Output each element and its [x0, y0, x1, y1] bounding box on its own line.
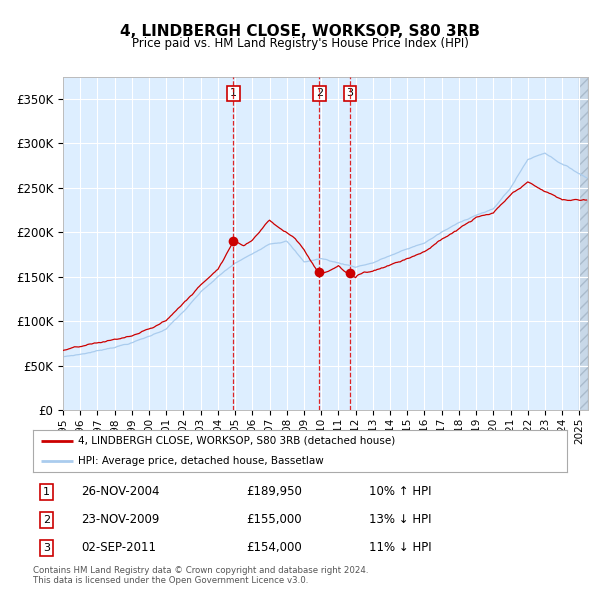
Text: 13% ↓ HPI: 13% ↓ HPI [370, 513, 432, 526]
Text: 3: 3 [43, 543, 50, 553]
Text: 26-NOV-2004: 26-NOV-2004 [81, 486, 160, 499]
Text: 23-NOV-2009: 23-NOV-2009 [81, 513, 160, 526]
Text: Price paid vs. HM Land Registry's House Price Index (HPI): Price paid vs. HM Land Registry's House … [131, 37, 469, 50]
Text: 2: 2 [43, 515, 50, 525]
Text: 2: 2 [316, 88, 323, 99]
Text: 1: 1 [43, 487, 50, 497]
Text: Contains HM Land Registry data © Crown copyright and database right 2024.
This d: Contains HM Land Registry data © Crown c… [33, 566, 368, 585]
Text: 3: 3 [346, 88, 353, 99]
Text: 10% ↑ HPI: 10% ↑ HPI [370, 486, 432, 499]
Text: 4, LINDBERGH CLOSE, WORKSOP, S80 3RB (detached house): 4, LINDBERGH CLOSE, WORKSOP, S80 3RB (de… [79, 436, 395, 446]
Text: £154,000: £154,000 [247, 541, 302, 554]
Text: 11% ↓ HPI: 11% ↓ HPI [370, 541, 432, 554]
Text: 4, LINDBERGH CLOSE, WORKSOP, S80 3RB: 4, LINDBERGH CLOSE, WORKSOP, S80 3RB [120, 24, 480, 38]
Text: 1: 1 [230, 88, 237, 99]
Text: £189,950: £189,950 [247, 486, 302, 499]
Text: 02-SEP-2011: 02-SEP-2011 [81, 541, 156, 554]
Text: HPI: Average price, detached house, Bassetlaw: HPI: Average price, detached house, Bass… [79, 455, 324, 466]
Text: £155,000: £155,000 [247, 513, 302, 526]
